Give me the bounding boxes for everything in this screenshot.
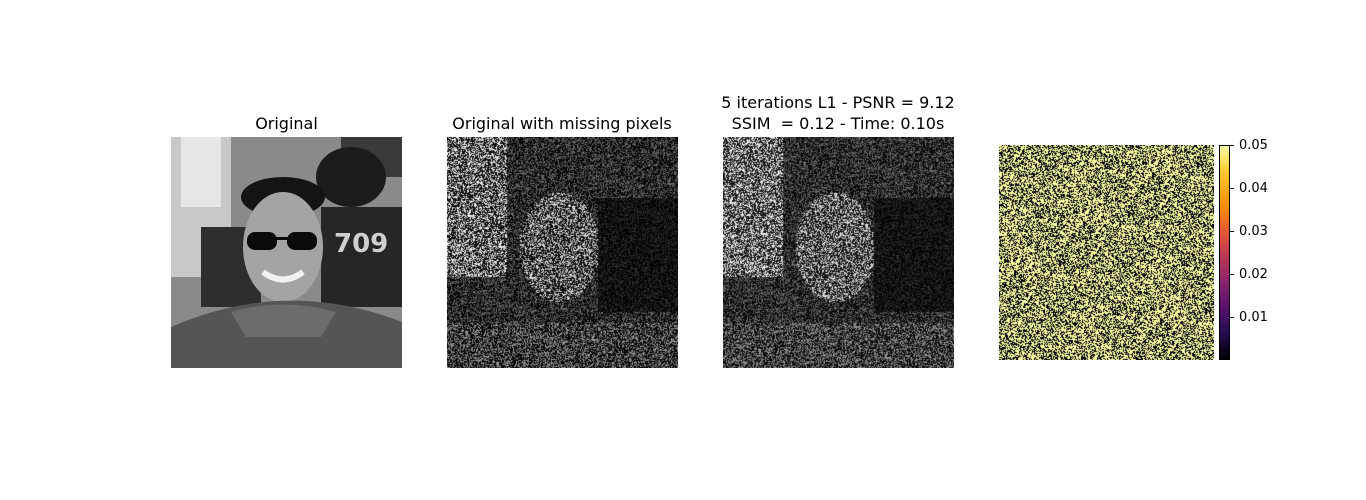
colorbar-tick-005 — [1230, 145, 1234, 146]
panel-title-missing-pixels: Original with missing pixels — [452, 114, 672, 133]
panel-title-original: Original — [255, 114, 318, 133]
panel-title-reconstruction-line2: SSIM = 0.12 - Time: 0.10s — [731, 114, 945, 133]
colorbar-label-002: 0.02 — [1239, 267, 1268, 282]
colorbar-label-001: 0.01 — [1239, 310, 1268, 325]
reconstruction-image — [723, 137, 954, 368]
reconstruction-canvas — [723, 137, 954, 368]
missing-pixels-image — [447, 137, 678, 368]
colorbar-tick-003 — [1230, 231, 1234, 232]
colorbar-label-004: 0.04 — [1239, 181, 1268, 196]
colorbar-label-003: 0.03 — [1239, 224, 1268, 239]
colorbar-label-005: 0.05 — [1239, 138, 1268, 153]
colorbar-tick-001 — [1230, 317, 1234, 318]
svg-text:709: 709 — [334, 229, 388, 259]
mask-heatmap-canvas — [999, 145, 1214, 360]
panel-title-reconstruction-line1: 5 iterations L1 - PSNR = 9.12 — [721, 93, 955, 112]
colorbar-tick-004 — [1230, 188, 1234, 189]
colorbar-tick-002 — [1230, 274, 1234, 275]
mask-heatmap — [999, 145, 1214, 360]
colorbar — [1219, 145, 1230, 360]
missing-pixels-canvas — [447, 137, 678, 368]
original-image: 709 — [171, 137, 402, 368]
portrait-illustration: 709 — [171, 137, 402, 368]
